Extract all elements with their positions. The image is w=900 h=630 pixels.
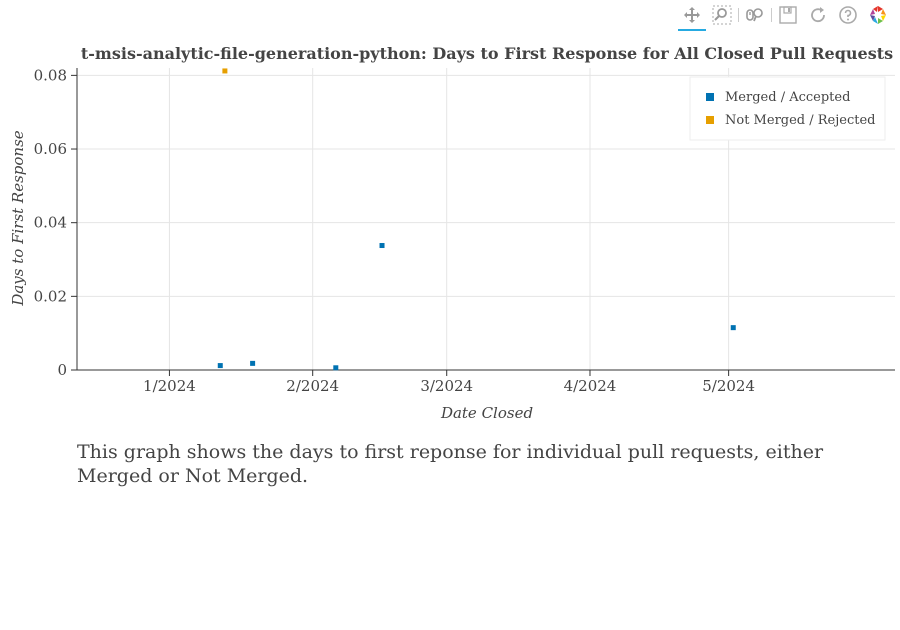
wheel-zoom-tool[interactable] — [741, 1, 769, 29]
data-point — [379, 243, 385, 249]
bokeh-logo-icon — [870, 6, 886, 24]
y-tick-label: 0 — [57, 361, 67, 379]
data-point — [250, 360, 256, 366]
chart-caption: This graph shows the days to first repon… — [77, 441, 824, 487]
legend-swatch — [706, 116, 714, 124]
box-zoom-icon — [712, 5, 732, 25]
save-tool[interactable] — [774, 1, 802, 29]
legend-label: Merged / Accepted — [725, 90, 850, 105]
legend-swatch — [706, 93, 714, 101]
help-icon — [839, 6, 857, 24]
data-point — [217, 363, 223, 369]
reset-tool[interactable] — [804, 1, 832, 29]
wheel-zoom-icon — [746, 8, 763, 22]
scatter-chart: t-msis-analytic-file-generation-python: … — [9, 44, 895, 422]
data-point — [333, 365, 339, 371]
x-tick-label: 5/2024 — [702, 377, 755, 395]
y-tick-label: 0.04 — [34, 214, 67, 232]
help-tool[interactable] — [834, 1, 862, 29]
x-tick-label: 2/2024 — [286, 377, 339, 395]
pan-icon — [684, 7, 700, 23]
pan-tool[interactable] — [678, 1, 706, 31]
y-tick-label: 0.02 — [34, 287, 67, 305]
y-tick-label: 0.08 — [34, 66, 67, 84]
reset-icon — [811, 7, 825, 23]
y-axis-title: Days to First Response — [9, 130, 27, 306]
chart-title: t-msis-analytic-file-generation-python: … — [81, 44, 893, 63]
data-point — [730, 325, 736, 331]
chart-legend: Merged / Accepted Not Merged / Rejected — [689, 76, 886, 141]
chart-toolbar — [678, 0, 892, 31]
bokeh-logo-link[interactable] — [864, 1, 892, 29]
data-point — [222, 68, 228, 74]
chart-points — [217, 68, 736, 371]
legend-box — [689, 76, 886, 141]
legend-label: Not Merged / Rejected — [725, 113, 875, 128]
toolbar-separator — [771, 8, 772, 22]
save-icon — [779, 6, 797, 24]
box-zoom-tool[interactable] — [708, 1, 736, 29]
y-tick-label: 0.06 — [34, 140, 67, 158]
x-axis-title: Date Closed — [440, 404, 533, 422]
x-tick-label: 4/2024 — [564, 377, 617, 395]
toolbar-separator — [738, 8, 739, 22]
x-tick-label: 3/2024 — [420, 377, 473, 395]
chart-axes: 0 0.02 0.04 0.06 0.08 1/2024 2/2024 3/2024 4/202… — [34, 66, 895, 395]
x-tick-label: 1/2024 — [143, 377, 196, 395]
